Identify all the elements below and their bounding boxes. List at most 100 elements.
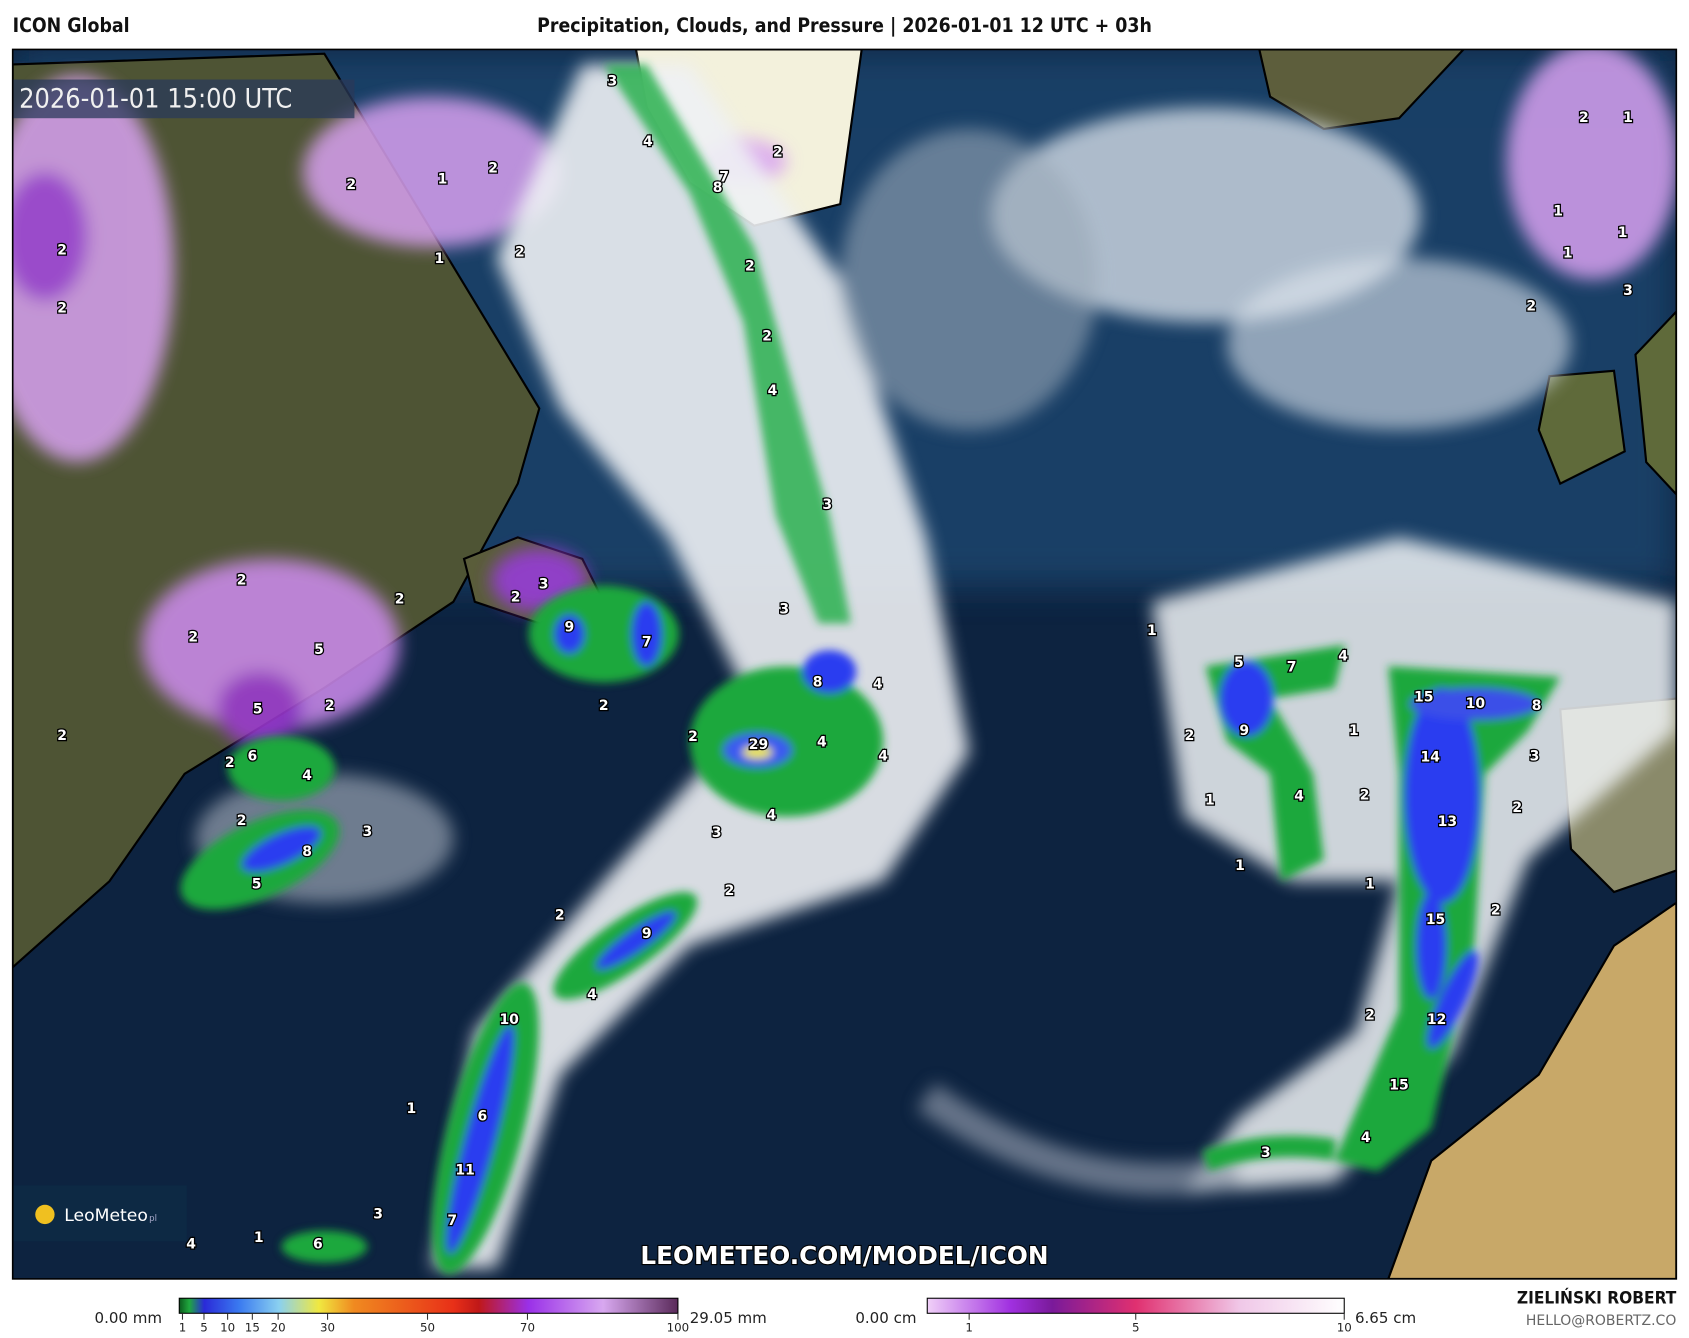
precip-value-label: 2 bbox=[237, 572, 247, 588]
precip-value-label: 2 bbox=[1365, 1008, 1375, 1024]
author-email[interactable]: HELLO@ROBERTZ.CO bbox=[1526, 1313, 1676, 1329]
precip-value-label: 4 bbox=[768, 383, 778, 399]
precip-value-label: 1 bbox=[1563, 246, 1573, 262]
precip-value-label: 2 bbox=[225, 755, 235, 771]
precip-value-label: 3 bbox=[712, 825, 722, 841]
precip-value-label: 15 bbox=[1414, 689, 1433, 705]
precip-value-label: 3 bbox=[1261, 1145, 1271, 1161]
precip-value-label: 4 bbox=[186, 1237, 196, 1253]
precip-value-label: 9 bbox=[642, 926, 652, 942]
precip-value-label: 11 bbox=[455, 1162, 474, 1178]
precip-value-label: 2 bbox=[762, 328, 772, 344]
precip-value-label: 1 bbox=[1365, 876, 1375, 892]
legend-tick-label: 15 bbox=[245, 1321, 260, 1335]
precip-value-label: 2 bbox=[57, 300, 67, 316]
precip-value-label: 7 bbox=[447, 1213, 457, 1229]
precip-value-label: 10 bbox=[1466, 696, 1486, 712]
precip-value-label: 2 bbox=[688, 729, 698, 745]
precip-value-label: 2 bbox=[57, 242, 67, 258]
precip-value-label: 29 bbox=[749, 737, 768, 753]
precip-value-label: 1 bbox=[438, 171, 448, 187]
precip-value-label: 1 bbox=[1623, 110, 1633, 126]
leometeo-logo[interactable]: LeoMeteo pl bbox=[12, 1185, 187, 1242]
legend-tick-label: 1 bbox=[965, 1321, 973, 1335]
snow-legend: 0.00 cm 1 5 10 6.65 cm bbox=[855, 1297, 1416, 1335]
precip-value-label: 2 bbox=[599, 698, 609, 714]
precip-value-label: 13 bbox=[1438, 814, 1457, 830]
precip-value-label: 2 bbox=[773, 145, 783, 161]
precip-value-label: 8 bbox=[813, 674, 823, 690]
precip-value-label: 1 bbox=[1235, 858, 1245, 874]
map-frame bbox=[11, 48, 1678, 1280]
precip-value-label: 2 bbox=[1491, 902, 1501, 918]
precip-value-label: 2 bbox=[1360, 787, 1370, 803]
precip-value-label: 4 bbox=[817, 735, 827, 751]
precip-value-label: 7 bbox=[642, 635, 652, 651]
legend-tick-label: 10 bbox=[220, 1321, 235, 1335]
precip-value-label: 7 bbox=[1287, 659, 1297, 675]
precip-value-label: 4 bbox=[302, 768, 312, 784]
legend-tick-label: 5 bbox=[1132, 1321, 1140, 1335]
precip-value-label: 1 bbox=[434, 251, 444, 267]
precip-value-label: 15 bbox=[1389, 1077, 1408, 1093]
precip-value-label: 3 bbox=[539, 577, 549, 593]
precip-value-label: 3 bbox=[373, 1206, 383, 1222]
precip-value-label: 3 bbox=[822, 497, 832, 513]
precip-value-label: 2 bbox=[1526, 298, 1536, 314]
precip-value-label: 3 bbox=[1530, 749, 1540, 765]
precipitation-areas bbox=[180, 64, 1561, 1275]
precip-value-label: 3 bbox=[779, 601, 789, 617]
precip-value-label: 8 bbox=[1532, 698, 1542, 714]
precip-value-label: 3 bbox=[1623, 283, 1633, 299]
precip-value-label: 1 bbox=[1349, 723, 1359, 739]
legend-tick-label: 1 bbox=[179, 1321, 187, 1335]
precip-value-label: 3 bbox=[607, 74, 617, 90]
legend-tick-label: 100 bbox=[667, 1321, 690, 1335]
valid-time: 2026-01-01 15:00 UTC bbox=[19, 83, 292, 114]
precip-value-label: 2 bbox=[515, 245, 525, 261]
precip-value-label: 1 bbox=[1618, 225, 1628, 241]
precip-value-label: 8 bbox=[302, 844, 312, 860]
precip-value-label: 5 bbox=[252, 876, 262, 892]
legend-tick-label: 30 bbox=[320, 1321, 335, 1335]
precip-value-label: 9 bbox=[1239, 723, 1249, 739]
precip-max: 29.05 mm bbox=[690, 1309, 767, 1327]
precip-value-label: 2 bbox=[1579, 110, 1589, 126]
precip-value-label: 1 bbox=[1205, 793, 1215, 809]
precip-value-label: 12 bbox=[1427, 1012, 1446, 1028]
precip-value-label: 2 bbox=[555, 908, 565, 924]
precip-value-label: 4 bbox=[878, 749, 888, 765]
svg-text:pl: pl bbox=[149, 1214, 157, 1224]
precip-value-label: 4 bbox=[587, 987, 597, 1003]
precip-value-label: 4 bbox=[643, 134, 653, 150]
snow-max: 6.65 cm bbox=[1355, 1309, 1416, 1327]
precip-value-label: 6 bbox=[247, 749, 257, 765]
precip-value-label: 15 bbox=[1426, 912, 1445, 928]
precip-value-label: 2 bbox=[188, 629, 198, 645]
legend-tick-label: 5 bbox=[200, 1321, 208, 1335]
precip-value-label: 7 bbox=[719, 169, 729, 185]
precip-value-label: 1 bbox=[1147, 623, 1157, 639]
precip-colorbar bbox=[178, 1297, 679, 1314]
precip-value-label: 2 bbox=[57, 728, 67, 744]
precip-value-label: 4 bbox=[1338, 649, 1348, 665]
watermark[interactable]: LEOMETEO.COM/MODEL/ICON bbox=[639, 1240, 1049, 1271]
snow-min: 0.00 cm bbox=[855, 1309, 916, 1327]
precip-value-label: 14 bbox=[1420, 750, 1440, 766]
precip-value-label: 6 bbox=[313, 1237, 323, 1253]
precip-value-label: 1 bbox=[254, 1230, 264, 1246]
precip-value-label: 4 bbox=[1361, 1130, 1371, 1146]
chart-title: Precipitation, Clouds, and Pressure | 20… bbox=[537, 14, 1152, 37]
sun-icon bbox=[35, 1204, 55, 1225]
precip-value-label: 6 bbox=[477, 1109, 487, 1125]
precip-value-label: 9 bbox=[565, 620, 575, 636]
author-name: ZIELIŃSKI ROBERT bbox=[1517, 1287, 1677, 1309]
precip-value-label: 2 bbox=[745, 259, 755, 275]
legend-tick-label: 10 bbox=[1337, 1321, 1352, 1335]
precip-value-label: 1 bbox=[1553, 204, 1563, 220]
precip-value-label: 2 bbox=[346, 177, 356, 193]
precip-value-label: 8 bbox=[713, 180, 723, 196]
